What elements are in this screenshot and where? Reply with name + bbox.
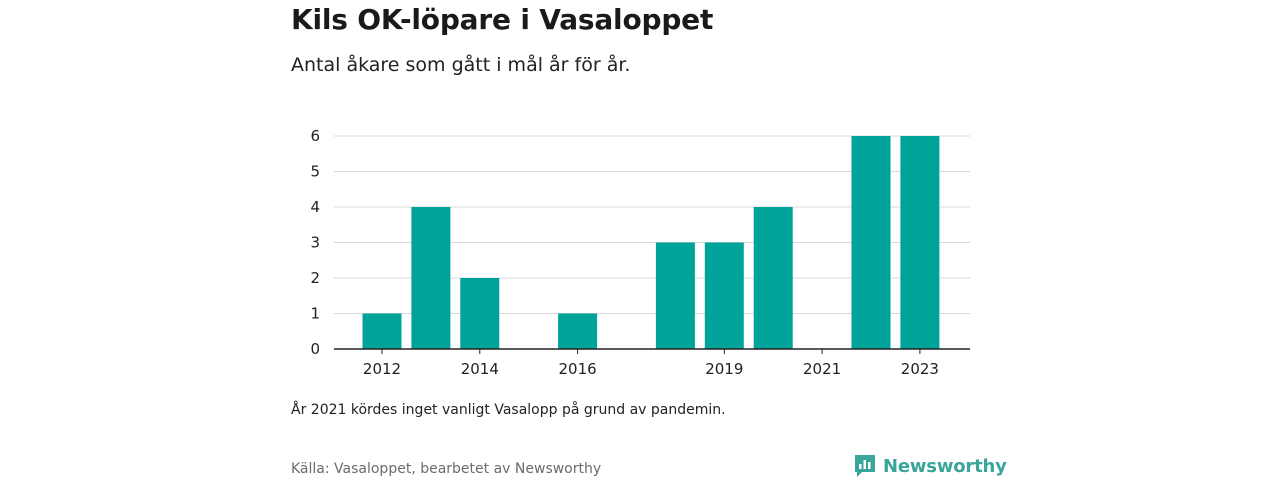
bar-2014 (460, 278, 500, 349)
bar-2012 (362, 313, 402, 349)
bar-chart: 0 1 2 3 4 5 6 2012 2014 2016 2019 2021 2023 (310, 127, 970, 378)
bar-2020 (753, 207, 793, 349)
bar-2016 (558, 313, 598, 349)
x-tick-label: 2012 (363, 360, 401, 378)
newsworthy-logo-icon (855, 455, 875, 477)
bar-2023 (900, 136, 940, 349)
y-tick-label: 5 (310, 163, 320, 181)
footnote: År 2021 kördes inget vanligt Vasalopp på… (291, 402, 726, 418)
x-tick-label: 2023 (901, 360, 939, 378)
chart-title: Kils OK-löpare i Vasaloppet (291, 3, 714, 36)
y-tick-label: 3 (310, 234, 320, 252)
bars (362, 136, 940, 349)
chart-subtitle: Antal åkare som gått i mål år för år. (291, 54, 631, 76)
y-axis-labels: 0 1 2 3 4 5 6 (310, 127, 320, 358)
x-tick-label: 2019 (705, 360, 743, 378)
brand-name: Newsworthy (883, 455, 1007, 477)
y-tick-label: 2 (310, 269, 320, 287)
y-tick-label: 6 (310, 127, 320, 145)
y-tick-label: 4 (310, 198, 320, 216)
bar-2018 (655, 242, 695, 349)
brand-logo: Newsworthy (853, 453, 1007, 479)
x-tick-label: 2014 (461, 360, 499, 378)
source-text: Källa: Vasaloppet, bearbetet av Newswort… (291, 461, 602, 477)
x-tick-label: 2016 (559, 360, 597, 378)
bar-2013 (411, 207, 451, 349)
bar-2022 (851, 136, 891, 349)
bar-2019 (704, 242, 744, 349)
y-tick-label: 1 (310, 305, 320, 323)
x-axis-labels: 2012 2014 2016 2019 2021 2023 (363, 349, 939, 378)
y-tick-label: 0 (310, 340, 320, 358)
x-tick-label: 2021 (803, 360, 841, 378)
